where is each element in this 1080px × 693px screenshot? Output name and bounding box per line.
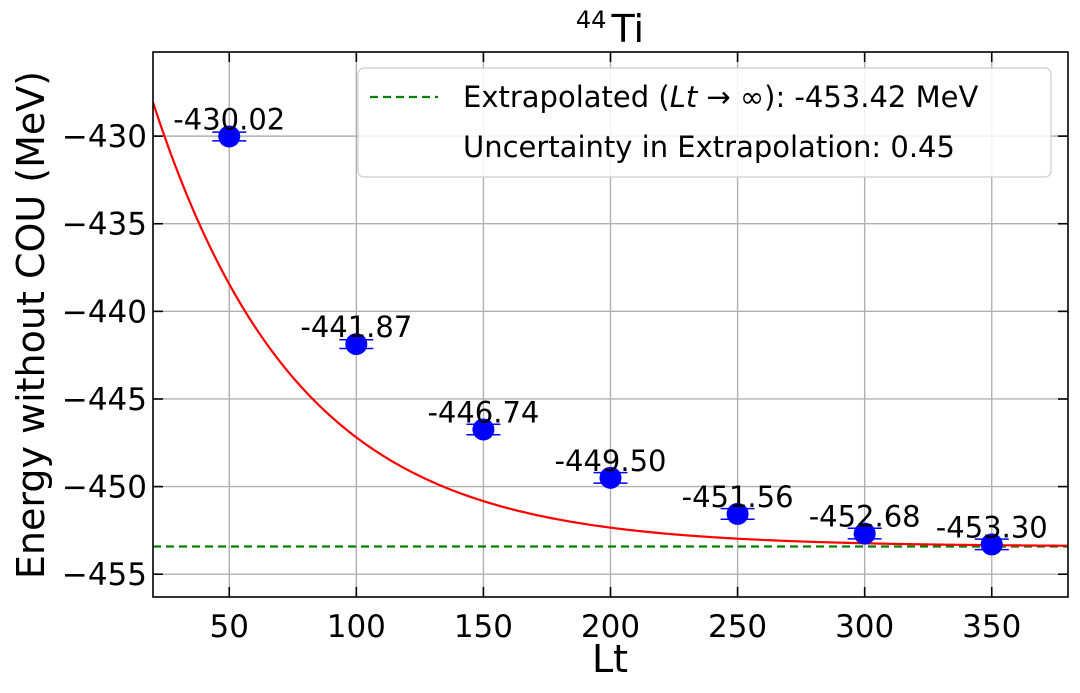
y-axis-label: Energy without COU (MeV) (9, 71, 53, 579)
legend-entry-uncertainty: Uncertainty in Extrapolation: 0.45 (463, 130, 955, 164)
x-tick-label: 250 (708, 609, 767, 645)
x-tick-label: 350 (962, 609, 1021, 645)
data-points (212, 125, 1009, 556)
legend-entry-prefix: Extrapolated ( (463, 80, 670, 114)
legend-box (357, 67, 1052, 178)
x-axis-label: Lt (592, 637, 628, 681)
y-tick-label: −445 (62, 382, 147, 418)
y-tick-label: −435 (62, 207, 147, 243)
data-point (345, 333, 368, 356)
data-label: -453.30 (936, 510, 1048, 544)
data-label: -452.68 (809, 500, 921, 534)
y-tick-label: −440 (62, 294, 147, 330)
fit-curve (153, 102, 1068, 547)
x-tick-label: 150 (454, 609, 513, 645)
data-point (599, 466, 622, 489)
y-tick-label: −450 (62, 470, 147, 506)
data-label: -441.87 (300, 310, 412, 344)
data-label: -430.02 (173, 102, 285, 136)
axis-ticks: 50 100 150 200 250 300 350 −430 −435 −440 −445 −450… (62, 52, 1068, 645)
data-point (853, 522, 876, 545)
x-tick-label: 300 (835, 609, 894, 645)
chart-title: 44 Ti (576, 6, 644, 51)
legend-entry-arrow: → ∞ (697, 80, 764, 114)
data-point (726, 502, 749, 525)
legend-entry-italic: Lt (670, 80, 699, 114)
legend-entry-suffix: ): -453.42 MeV (764, 80, 978, 114)
data-labels: -430.02 -441.87 -446.74 -449.50 -451.56 -452.… (173, 102, 1047, 544)
y-tick-label: −430 (62, 119, 147, 155)
data-point (472, 418, 495, 441)
y-tick-label: −455 (62, 557, 147, 593)
legend-entry-extrapolated: Extrapolated (Lt → ∞): -453.42 MeV (463, 80, 978, 114)
legend: Extrapolated (Lt → ∞): -453.42 MeV Uncer… (357, 67, 1052, 178)
data-label: -449.50 (555, 444, 667, 478)
title-superscript: 44 (576, 6, 607, 34)
x-tick-label: 200 (581, 609, 640, 645)
plot-lines (153, 102, 1068, 548)
title-base: Ti (611, 7, 645, 51)
x-tick-label: 50 (210, 609, 249, 645)
x-tick-label: 100 (327, 609, 386, 645)
data-point (980, 533, 1003, 556)
data-label: -446.74 (427, 395, 539, 429)
data-point (218, 125, 241, 148)
data-label: -451.56 (682, 480, 794, 514)
